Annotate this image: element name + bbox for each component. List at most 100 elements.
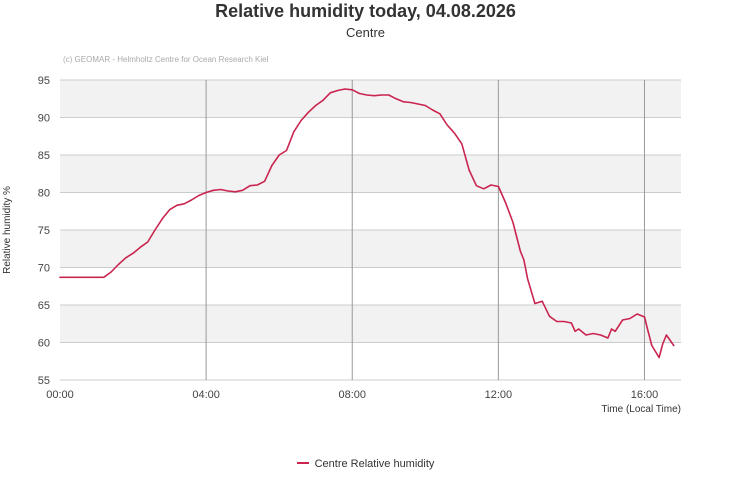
y-axis-title: Relative humidity % [2, 186, 13, 274]
data-point [578, 328, 580, 330]
x-tick-label: 04:00 [192, 389, 220, 401]
legend-swatch [296, 462, 309, 465]
series-group [59, 88, 675, 359]
data-point [161, 218, 163, 220]
data-point [629, 317, 631, 320]
data-point [337, 89, 339, 92]
data-point [607, 337, 609, 339]
credit-text: (c) GEOMAR - Helmholtz Centre for Ocean … [63, 55, 269, 64]
data-point [636, 313, 638, 315]
data-point [665, 334, 667, 336]
data-point [592, 332, 594, 335]
data-point [344, 88, 346, 90]
data-point [212, 189, 215, 191]
data-point [110, 271, 112, 273]
legend[interactable]: Centre Relative humidity [0, 458, 731, 470]
y-tick-label: 95 [38, 75, 50, 87]
horizontal-gridlines [60, 79, 681, 381]
data-point [366, 94, 368, 96]
data-point [541, 300, 543, 302]
plot-band [60, 230, 681, 268]
data-point [410, 101, 412, 104]
data-point [198, 194, 200, 197]
y-tick-label: 75 [38, 225, 50, 237]
data-point [610, 328, 613, 330]
data-point [380, 94, 383, 96]
chart-title: Relative humidity today, 04.08.2026 [215, 1, 516, 21]
plot-band [60, 305, 681, 343]
data-point [614, 330, 616, 332]
data-point [183, 203, 185, 205]
data-point [176, 204, 178, 206]
plot-band [60, 80, 681, 118]
data-point [643, 316, 646, 318]
data-point [242, 189, 244, 191]
data-point [300, 119, 302, 122]
data-point [322, 99, 324, 101]
data-point [512, 221, 514, 224]
data-point [490, 184, 492, 186]
data-point [132, 252, 134, 254]
data-point [139, 246, 141, 248]
x-tick-label: 00:00 [46, 389, 74, 401]
data-point [483, 188, 485, 190]
data-point [647, 330, 649, 332]
data-point [585, 334, 587, 336]
data-point [417, 103, 419, 105]
data-point [278, 154, 280, 156]
data-point [651, 344, 653, 347]
data-point [600, 334, 602, 336]
data-point [461, 143, 463, 145]
data-point [475, 185, 478, 187]
data-point [103, 276, 105, 278]
data-point [205, 191, 207, 194]
data-point [220, 188, 222, 191]
series-layer [59, 88, 675, 359]
y-tick-label: 70 [38, 263, 50, 275]
data-point [249, 185, 251, 187]
data-point [256, 184, 258, 186]
data-point [285, 149, 288, 152]
data-point [147, 241, 149, 243]
data-point [497, 185, 499, 188]
plot-band [60, 155, 681, 193]
data-point [373, 95, 375, 97]
data-point [468, 169, 470, 171]
data-point [534, 302, 536, 305]
y-tick-label: 65 [38, 300, 50, 312]
vertical-gridlines [205, 80, 645, 380]
data-point [307, 111, 309, 113]
data-point [388, 94, 390, 96]
data-point [263, 180, 266, 182]
y-axis-ticks: 55 60 65 70 75 80 85 90 95 [38, 75, 50, 387]
data-point [351, 89, 353, 91]
data-point [190, 199, 193, 201]
data-point [563, 320, 565, 323]
x-axis-ticks: 00:00 04:00 08:00 12:00 16:00 [46, 389, 658, 401]
data-point [395, 98, 397, 100]
x-tick-label: 16:00 [631, 389, 659, 401]
data-point [432, 109, 434, 111]
legend-label: Centre Relative humidity [314, 458, 435, 470]
data-point [453, 132, 456, 134]
x-tick-label: 08:00 [338, 389, 366, 401]
data-point [548, 315, 551, 317]
data-point [621, 319, 624, 321]
x-axis-title: Time (Local Time) [601, 404, 681, 415]
data-point [519, 250, 521, 252]
data-point [227, 190, 229, 192]
data-point [234, 191, 236, 193]
data-point [424, 104, 426, 107]
data-point [402, 101, 404, 103]
y-tick-label: 90 [38, 113, 50, 125]
x-tick-label: 12:00 [485, 389, 513, 401]
y-tick-label: 85 [38, 150, 50, 162]
data-point [673, 344, 675, 347]
data-point [556, 320, 558, 323]
y-tick-label: 55 [38, 375, 50, 387]
plot-bands [60, 80, 681, 343]
data-point [439, 113, 441, 115]
data-point [168, 209, 171, 211]
data-point [271, 164, 273, 167]
data-point [154, 229, 156, 231]
